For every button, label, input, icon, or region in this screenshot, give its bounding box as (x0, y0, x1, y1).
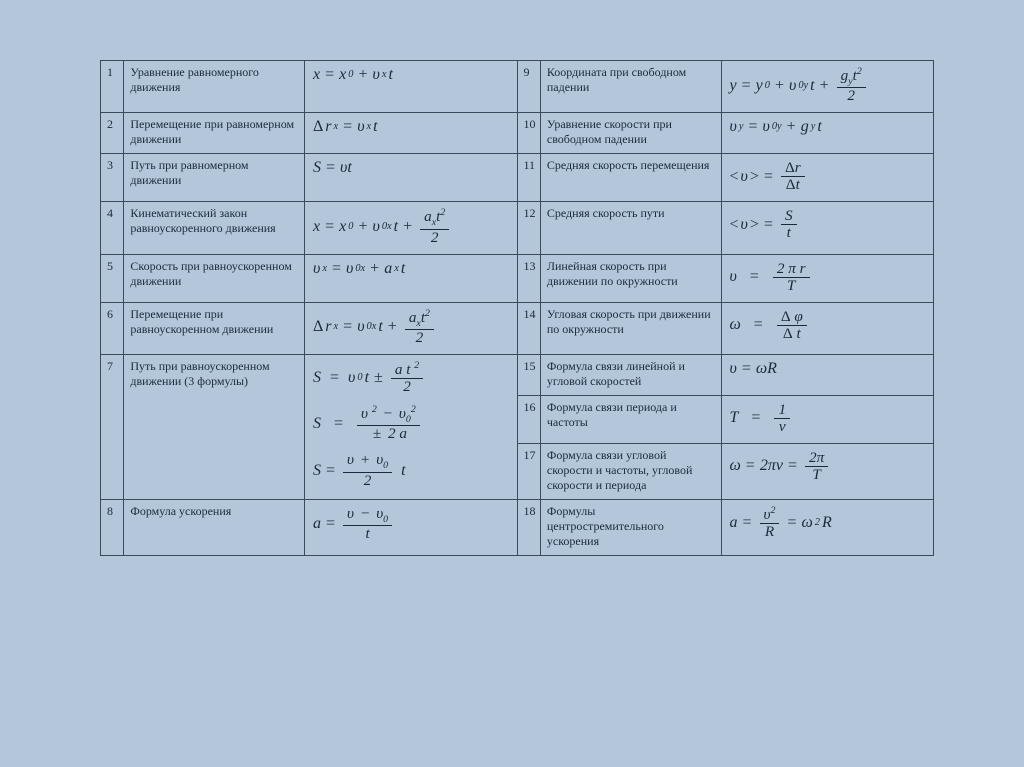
cell-desc: Формула связи угловой скорости и частоты… (540, 443, 721, 499)
cell-formula: S = υt (305, 154, 518, 202)
cell-formula: Δrx = υ0xt + axt22 (305, 302, 518, 354)
cell-formula: a = υ − υ0t (305, 499, 518, 555)
cell-desc: Путь при равноускоренном движении (3 фор… (124, 355, 305, 500)
cell-formula: ω = 2πν = 2πT (721, 443, 934, 499)
cell-num: 9 (517, 61, 540, 113)
cell-formula: < υ >= St (721, 202, 934, 254)
cell-desc: Уравнение равномерного движения (124, 61, 305, 113)
table-row: 3 Путь при равномерном движении S = υt 1… (101, 154, 934, 202)
cell-formula: y = y0 + υ0yt + gyt22 (721, 61, 934, 113)
cell-formula: S = υ0 t ± a t 22 S = υ 2 − υ02 ± 2 a S … (305, 355, 518, 500)
cell-desc: Формула связи линейной и угловой скорост… (540, 355, 721, 396)
cell-formula: υx = υ0x + axt (305, 254, 518, 302)
table-row: 6 Перемещение при равноускоренном движен… (101, 302, 934, 354)
cell-formula: ω = Δ φΔ t (721, 302, 934, 354)
cell-desc: Перемещение при равномерном движении (124, 113, 305, 154)
cell-num: 10 (517, 113, 540, 154)
table-row: 2 Перемещение при равномерном движении Δ… (101, 113, 934, 154)
cell-desc: Кинематический закон равноускоренного дв… (124, 202, 305, 254)
cell-num: 4 (101, 202, 124, 254)
cell-desc: Скорость при равноускоренном движении (124, 254, 305, 302)
cell-desc: Формулы центростремительного ускорения (540, 499, 721, 555)
cell-desc: Угловая скорость при движении по окружно… (540, 302, 721, 354)
cell-formula: υ = ωR (721, 355, 934, 396)
cell-num: 1 (101, 61, 124, 113)
cell-formula: Δrx = υxt (305, 113, 518, 154)
cell-formula: T = 1ν (721, 396, 934, 444)
cell-num: 7 (101, 355, 124, 500)
table-row: 1 Уравнение равномерного движения x = x0… (101, 61, 934, 113)
cell-formula: x = x0 + υ0xt + axt22 (305, 202, 518, 254)
cell-num: 18 (517, 499, 540, 555)
cell-num: 11 (517, 154, 540, 202)
cell-desc: Линейная скорость при движении по окружн… (540, 254, 721, 302)
cell-desc: Уравнение скорости при свободном падении (540, 113, 721, 154)
cell-num: 8 (101, 499, 124, 555)
cell-num: 14 (517, 302, 540, 354)
cell-desc: Формула связи периода и частоты (540, 396, 721, 444)
table-row: 5 Скорость при равноускоренном движении … (101, 254, 934, 302)
kinematics-formula-table: 1 Уравнение равномерного движения x = x0… (100, 60, 934, 556)
cell-num: 12 (517, 202, 540, 254)
cell-formula: a = υ2R = ω2R (721, 499, 934, 555)
formula-table-page: 1 Уравнение равномерного движения x = x0… (0, 0, 1024, 616)
cell-desc: Перемещение при равноускоренном движении (124, 302, 305, 354)
cell-formula: υy = υ0y + gyt (721, 113, 934, 154)
cell-desc: Средняя скорость перемещения (540, 154, 721, 202)
table-row: 8 Формула ускорения a = υ − υ0t 18 Форму… (101, 499, 934, 555)
cell-desc: Формула ускорения (124, 499, 305, 555)
cell-desc: Путь при равномерном движении (124, 154, 305, 202)
cell-num: 15 (517, 355, 540, 396)
cell-num: 13 (517, 254, 540, 302)
table-row: 7 Путь при равноускоренном движении (3 ф… (101, 355, 934, 396)
table-row: 4 Кинематический закон равноускоренного … (101, 202, 934, 254)
cell-formula: x = x0 + υxt (305, 61, 518, 113)
cell-num: 16 (517, 396, 540, 444)
cell-formula: υ = 2 π rT (721, 254, 934, 302)
cell-desc: Координата при свободном падении (540, 61, 721, 113)
cell-num: 17 (517, 443, 540, 499)
cell-formula: < υ >= ΔrΔt (721, 154, 934, 202)
cell-num: 6 (101, 302, 124, 354)
cell-desc: Средняя скорость пути (540, 202, 721, 254)
cell-num: 2 (101, 113, 124, 154)
cell-num: 3 (101, 154, 124, 202)
cell-num: 5 (101, 254, 124, 302)
